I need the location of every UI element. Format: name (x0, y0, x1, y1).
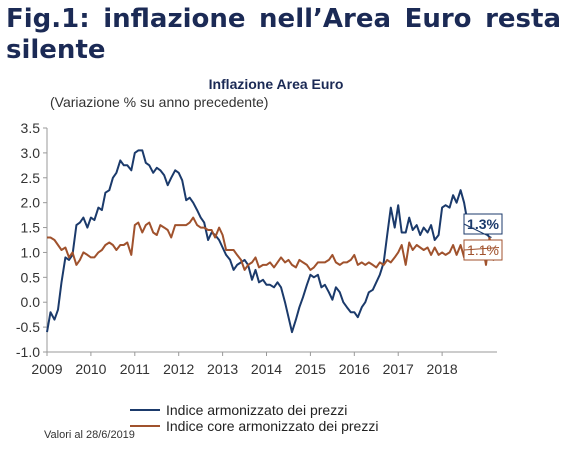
chart-series (46, 149, 498, 334)
end-label-headline: 1.3% (467, 216, 499, 232)
y-tick-label: 0.5 (21, 269, 41, 285)
y-tick-label: 1.5 (21, 220, 41, 236)
series-line-core (47, 216, 498, 271)
page-title: Fig.1: inflazione nell’Area Euro resta s… (6, 4, 561, 65)
chart-title: Inflazione Area Euro (209, 76, 344, 92)
x-tick-label: 2013 (207, 361, 238, 377)
y-tick-label: -0.5 (16, 319, 40, 335)
y-tick-label: 2.5 (21, 170, 41, 186)
y-tick-label: 1.0 (21, 244, 41, 260)
y-tick-label: -1.0 (16, 344, 40, 360)
legend-label: Indice core armonizzato dei prezzi (166, 418, 378, 434)
x-tick-label: 2012 (163, 361, 194, 377)
y-tick-label: 0.0 (21, 294, 41, 310)
end-label-leader-headline (463, 223, 492, 238)
x-tick-label: 2015 (295, 361, 326, 377)
x-tick-label: 2011 (120, 361, 150, 377)
chart-subtitle: (Variazione % su anno precedente) (50, 94, 268, 110)
x-tick-label: 2014 (251, 361, 282, 377)
y-tick-label: 3.0 (21, 145, 41, 161)
end-label-leader-core (463, 246, 500, 251)
legend-label: Indice armonizzato dei prezzi (166, 402, 347, 418)
x-tick-label: 2018 (427, 361, 458, 377)
end-labels: 1.3% 1.1% (463, 213, 503, 261)
x-tick-label: 2010 (75, 361, 106, 377)
end-label-core: 1.1% (467, 242, 499, 258)
footnote: Valori al 28/6/2019 (44, 429, 135, 441)
series-line-headline (46, 149, 491, 334)
y-tick-label: 2.0 (21, 195, 41, 211)
y-tick-label: 3.5 (21, 120, 41, 136)
x-tick-label: 2009 (31, 361, 62, 377)
x-tick-label: 2017 (383, 361, 414, 377)
x-tick-label: 2016 (339, 361, 370, 377)
